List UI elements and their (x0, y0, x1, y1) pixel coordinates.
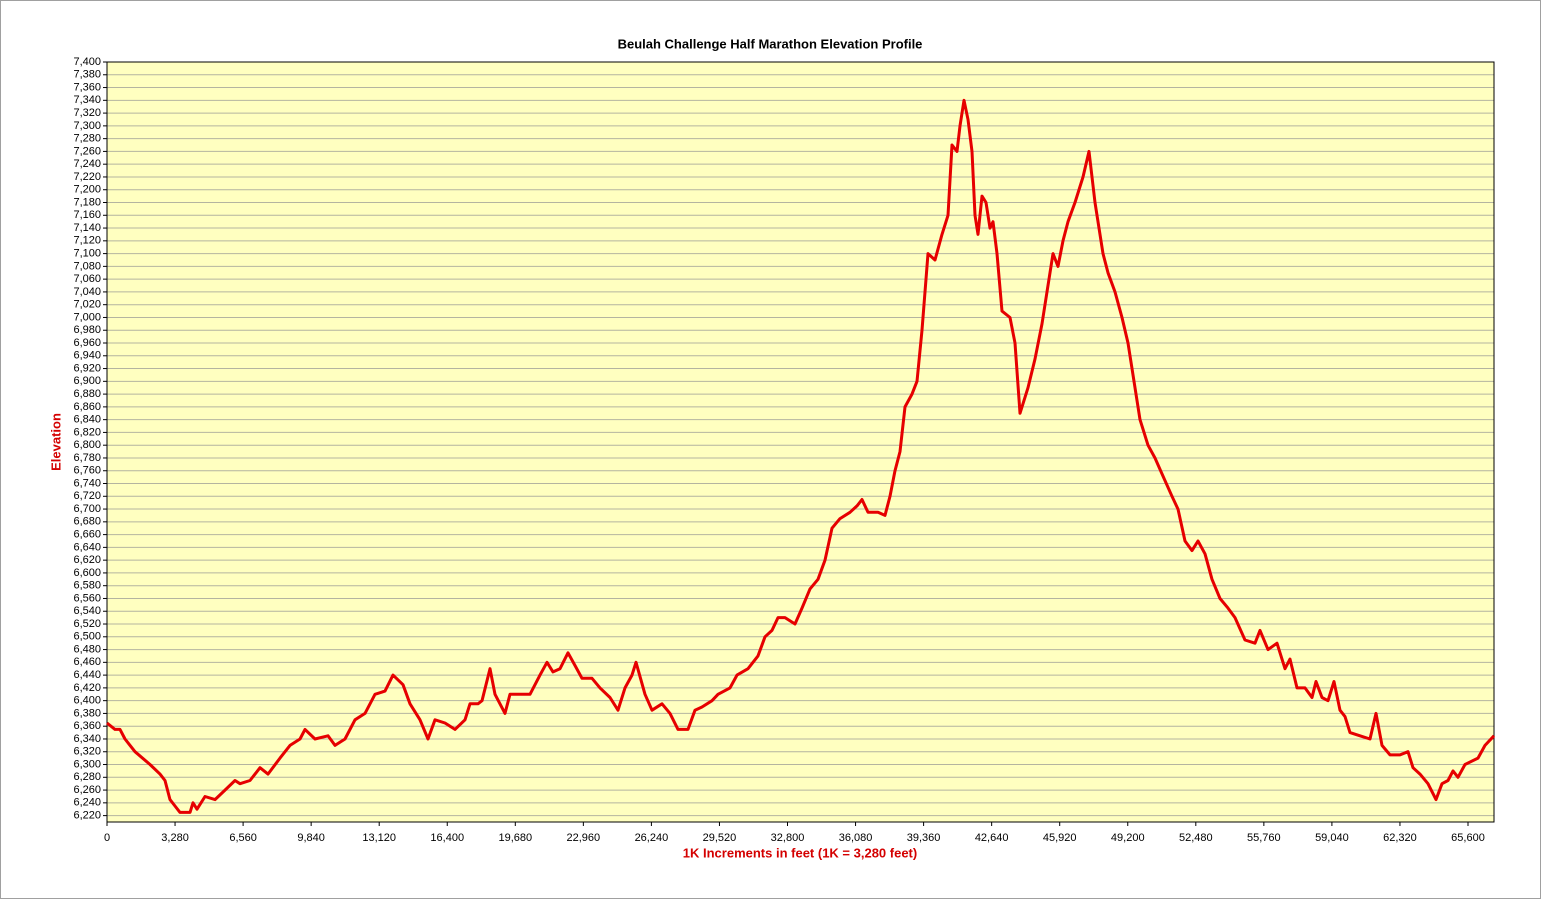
y-tick-label: 7,360 (73, 81, 101, 93)
y-tick-label: 6,360 (73, 720, 101, 732)
y-tick-label: 7,120 (73, 235, 101, 247)
y-tick-label: 7,140 (73, 222, 101, 234)
x-tick-label: 39,360 (907, 832, 941, 844)
y-tick-label: 7,300 (73, 120, 101, 132)
y-tick-label: 6,800 (73, 439, 101, 451)
y-tick-label: 6,300 (73, 758, 101, 770)
y-tick-label: 7,240 (73, 158, 101, 170)
y-axis-title: Elevation (48, 413, 63, 471)
y-tick-label: 6,840 (73, 414, 101, 426)
y-tick-label: 7,280 (73, 133, 101, 145)
y-tick-label: 6,540 (73, 605, 101, 617)
plot-frame (106, 61, 1495, 823)
plot-area (107, 62, 1494, 822)
elevation-line (106, 98, 1496, 814)
y-tick-label: 7,200 (73, 184, 101, 196)
x-tick-label: 36,080 (839, 832, 873, 844)
x-tick-label: 6,560 (229, 832, 257, 844)
y-tick-label: 6,440 (73, 669, 101, 681)
y-tick-label: 6,900 (73, 375, 101, 387)
y-tick-label: 7,000 (73, 311, 101, 323)
y-tick-label: 7,260 (73, 145, 101, 157)
x-tick-label: 26,240 (635, 832, 669, 844)
y-tick-label: 7,320 (73, 107, 101, 119)
y-tick-label: 6,600 (73, 567, 101, 579)
y-tick-label: 6,980 (73, 324, 101, 336)
y-tick-label: 6,820 (73, 426, 101, 438)
y-tick-label: 6,700 (73, 503, 101, 515)
x-tick-label: 65,600 (1451, 832, 1485, 844)
x-tick-label: 19,680 (498, 832, 532, 844)
y-tick-label: 6,400 (73, 695, 101, 707)
y-tick-label: 6,380 (73, 707, 101, 719)
y-tick-label: 6,480 (73, 643, 101, 655)
x-tick-label: 59,040 (1315, 832, 1349, 844)
y-tick-label: 6,880 (73, 388, 101, 400)
y-tick-label: 6,620 (73, 554, 101, 566)
y-tick-label: 7,100 (73, 248, 101, 260)
y-tick-label: 7,040 (73, 286, 101, 298)
y-tick-label: 6,920 (73, 362, 101, 374)
x-tick-label: 29,520 (703, 832, 737, 844)
y-tick-label: 6,680 (73, 516, 101, 528)
x-tick-label: 3,280 (161, 832, 189, 844)
y-tick-label: 6,280 (73, 771, 101, 783)
x-tick-label: 49,200 (1111, 832, 1145, 844)
x-tick-label: 13,120 (362, 832, 396, 844)
y-tick-label: 6,740 (73, 477, 101, 489)
chart-title: Beulah Challenge Half Marathon Elevation… (618, 36, 923, 51)
y-tick-label: 6,460 (73, 656, 101, 668)
y-tick-label: 6,260 (73, 784, 101, 796)
y-tick-label: 6,760 (73, 465, 101, 477)
y-tick-label: 7,060 (73, 273, 101, 285)
y-tick-label: 6,560 (73, 592, 101, 604)
y-tick-label: 7,080 (73, 260, 101, 272)
x-axis-title: 1K Increments in feet (1K = 3,280 feet) (683, 845, 917, 860)
x-tick-label: 62,320 (1383, 832, 1417, 844)
y-tick-label: 6,520 (73, 618, 101, 630)
x-tick-label: 52,480 (1179, 832, 1213, 844)
x-tick-label: 0 (104, 832, 110, 844)
x-tick-label: 32,800 (771, 832, 805, 844)
y-tick-label: 7,020 (73, 299, 101, 311)
y-tick-label: 7,340 (73, 94, 101, 106)
x-tick-label: 45,920 (1043, 832, 1077, 844)
y-tick-label: 7,400 (73, 56, 101, 68)
x-tick-label: 55,760 (1247, 832, 1281, 844)
y-tick-label: 7,220 (73, 171, 101, 183)
y-tick-label: 6,240 (73, 797, 101, 809)
y-tick-label: 6,960 (73, 337, 101, 349)
y-tick-label: 6,320 (73, 746, 101, 758)
y-tick-label: 7,380 (73, 69, 101, 81)
x-tick-label: 22,960 (567, 832, 601, 844)
y-tick-label: 6,420 (73, 682, 101, 694)
x-tick-label: 9,840 (297, 832, 325, 844)
y-tick-label: 6,940 (73, 350, 101, 362)
y-tick-label: 6,780 (73, 452, 101, 464)
y-tick-label: 7,160 (73, 209, 101, 221)
x-tick-label: 16,400 (430, 832, 464, 844)
x-tick-label: 42,640 (975, 832, 1009, 844)
y-tick-label: 6,640 (73, 541, 101, 553)
y-tick-label: 6,220 (73, 810, 101, 822)
y-tick-label: 6,340 (73, 733, 101, 745)
y-tick-label: 6,860 (73, 401, 101, 413)
y-tick-label: 7,180 (73, 196, 101, 208)
y-tick-label: 6,500 (73, 631, 101, 643)
y-tick-label: 6,720 (73, 490, 101, 502)
y-tick-label: 6,580 (73, 580, 101, 592)
y-tick-label: 6,660 (73, 529, 101, 541)
